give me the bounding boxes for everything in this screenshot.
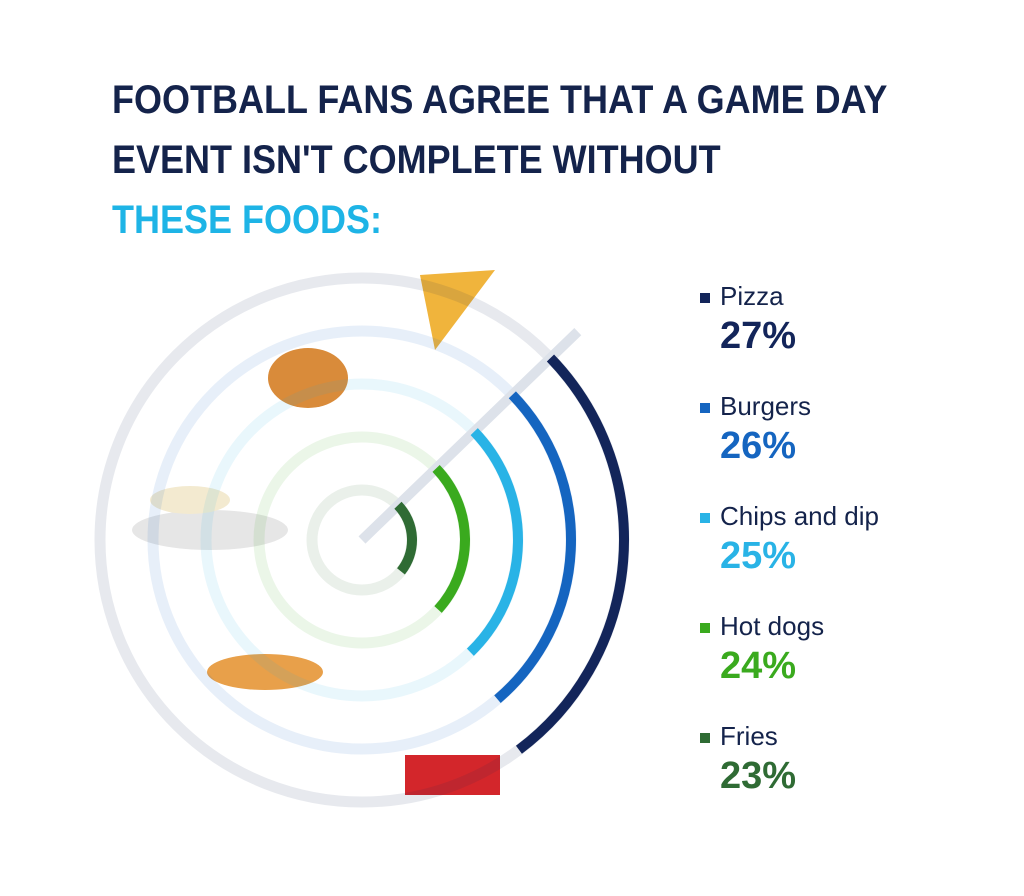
radial-bar: [394, 501, 417, 575]
legend-label: Fries: [720, 721, 778, 751]
legend-label: Chips and dip: [720, 501, 879, 531]
value-label: 26%: [720, 425, 796, 467]
value-label: 24%: [720, 645, 796, 687]
radial-bar: [432, 464, 470, 613]
legend-label: Pizza: [720, 281, 784, 311]
legend-bullet: [700, 293, 710, 303]
radial-bar: [466, 428, 523, 656]
legend-bullet: [700, 403, 710, 413]
legend-bullet: [700, 733, 710, 743]
food-decoration: [132, 270, 500, 795]
radial-bar: [494, 391, 576, 703]
value-label: 25%: [720, 535, 796, 577]
value-label: 23%: [720, 755, 796, 797]
legend-bullet: [700, 513, 710, 523]
legend-label: Burgers: [720, 391, 811, 421]
radial-bar: [515, 354, 629, 754]
chart-title: FOOTBALL FANS AGREE THAT A GAME DAY EVEN…: [112, 78, 887, 182]
chart-title-highlight: THESE FOODS:: [112, 198, 383, 242]
legend-bullet: [700, 623, 710, 633]
value-label: 27%: [720, 315, 796, 357]
legend-label: Hot dogs: [720, 611, 824, 641]
